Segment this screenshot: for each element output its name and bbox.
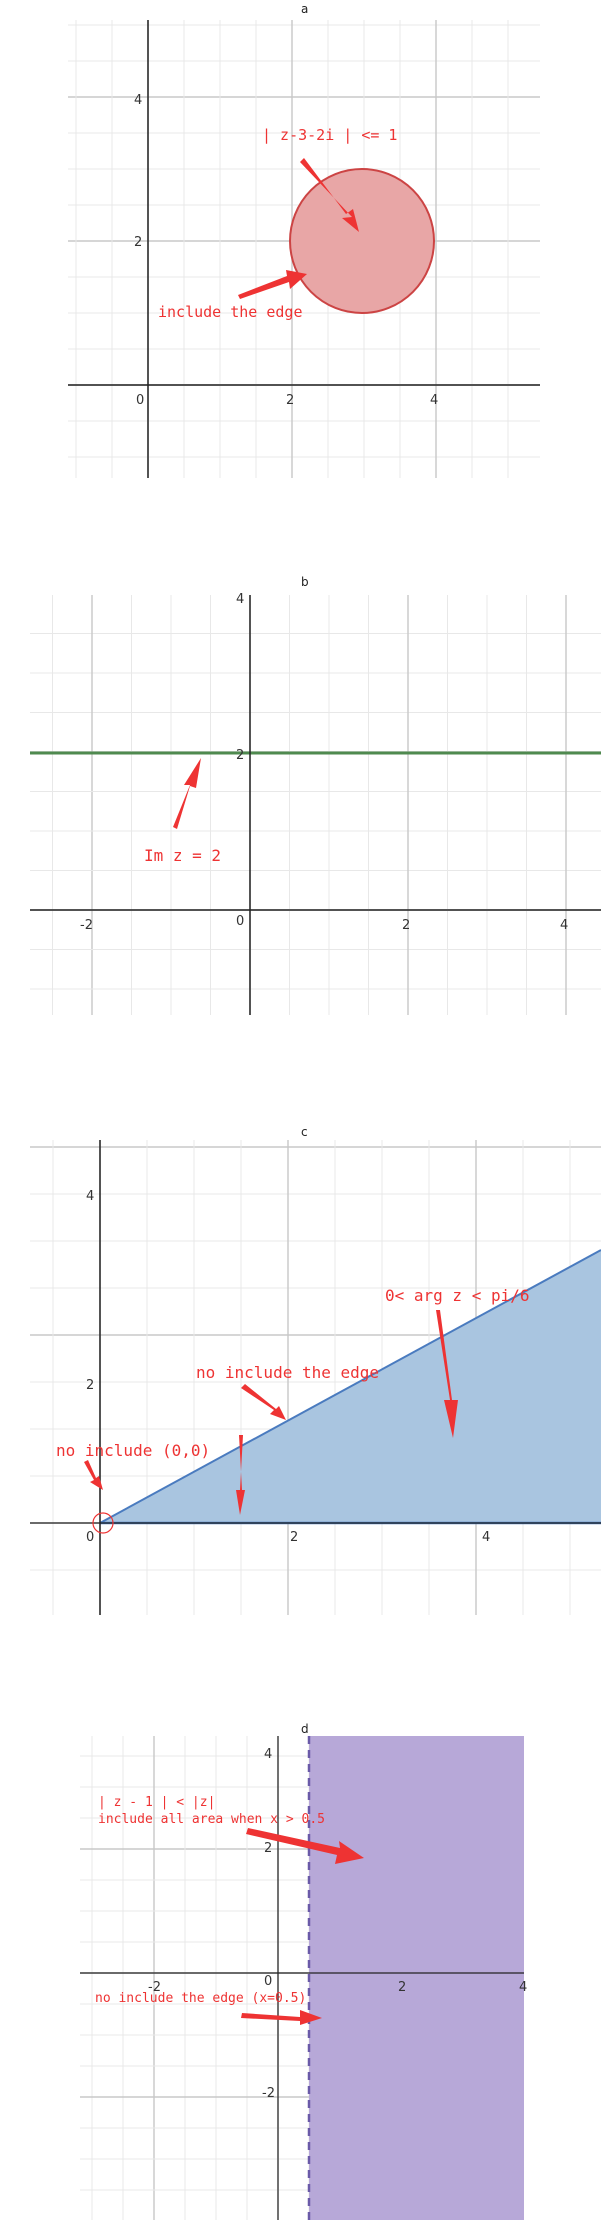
panel-c: c 0 2 4 2 4 0< arg z < pi/6 no include t…	[0, 1120, 601, 1625]
annotation-label: no include (0,0)	[56, 1441, 210, 1460]
tick-label: 0	[236, 914, 244, 929]
circle-region	[289, 168, 435, 314]
panel-a-plot: 0 2 4 2 4 | z-3-2i | <= 1 include the ed…	[68, 20, 540, 478]
panel-b-plot: -2 0 2 4 2 4 Im z = 2	[30, 592, 601, 1015]
wedge-edge	[99, 1249, 601, 1524]
arrow-icon	[173, 758, 201, 829]
tick-label: -2	[148, 1980, 161, 1995]
panel-a-title: a	[301, 2, 309, 16]
tick-label: 4	[482, 1530, 490, 1545]
arrow-icon	[436, 1310, 458, 1438]
panel-d: d -2 0 2 4 -2 2 4 | z - 1 | < |z| includ…	[0, 1720, 601, 2220]
tick-label: 4	[236, 592, 244, 607]
excluded-origin-marker	[92, 1512, 114, 1534]
annotation-label: Im z = 2	[144, 846, 221, 865]
annotation-label: 0< arg z < pi/6	[385, 1286, 530, 1305]
tick-label: 2	[86, 1378, 94, 1393]
tick-label: 0	[264, 1974, 272, 1989]
tick-label: 2	[398, 1980, 406, 1995]
arrow-icon	[241, 2010, 322, 2025]
tick-label: -2	[80, 918, 93, 933]
tick-label: 2	[134, 235, 142, 250]
annotation-label: no include the edge	[196, 1363, 379, 1382]
panel-c-plot: 0 2 4 2 4 0< arg z < pi/6 no include the…	[30, 1140, 601, 1615]
arrow-icon	[236, 1435, 245, 1515]
panel-c-title: c	[301, 1125, 308, 1139]
arrow-icon	[246, 1828, 364, 1864]
arrow-icon	[84, 1460, 103, 1490]
tick-label: 4	[86, 1189, 94, 1204]
tick-label: 4	[560, 918, 568, 933]
annotation-label: include all area when x > 0.5	[98, 1812, 325, 1827]
annotation-label: | z - 1 | < |z|	[98, 1795, 215, 1810]
tick-label: 0	[86, 1530, 94, 1545]
tick-label: 2	[402, 918, 410, 933]
annotation-label: no include the edge (x=0.5)	[95, 1991, 306, 2006]
panel-a: a 0 2 4 2 4 | z-3-2i | <= 1 include the …	[0, 0, 601, 490]
tick-label: 4	[519, 1980, 527, 1995]
arrow-icon	[238, 270, 307, 299]
tick-label: 4	[134, 93, 142, 108]
tick-label: 2	[286, 393, 294, 408]
annotation-label: include the edge	[158, 303, 303, 321]
arrow-icon	[300, 158, 359, 232]
half-plane-region	[309, 1736, 524, 2220]
panel-b-title: b	[301, 575, 309, 589]
tick-label: 2	[236, 748, 244, 763]
panel-d-plot: -2 0 2 4 -2 2 4 | z - 1 | < |z| include …	[80, 1736, 527, 2220]
tick-label: 2	[264, 1841, 272, 1856]
arrow-icon	[241, 1384, 286, 1420]
tick-label: -2	[262, 2086, 275, 2101]
tick-label: 0	[136, 393, 144, 408]
tick-label: 4	[264, 1747, 272, 1762]
tick-label: 2	[290, 1530, 298, 1545]
annotation-label: | z-3-2i | <= 1	[262, 126, 397, 144]
panel-d-title: d	[301, 1722, 309, 1736]
panel-b: b -2 0 2 4 2 4 Im z = 2	[0, 565, 601, 1025]
tick-label: 4	[430, 393, 438, 408]
